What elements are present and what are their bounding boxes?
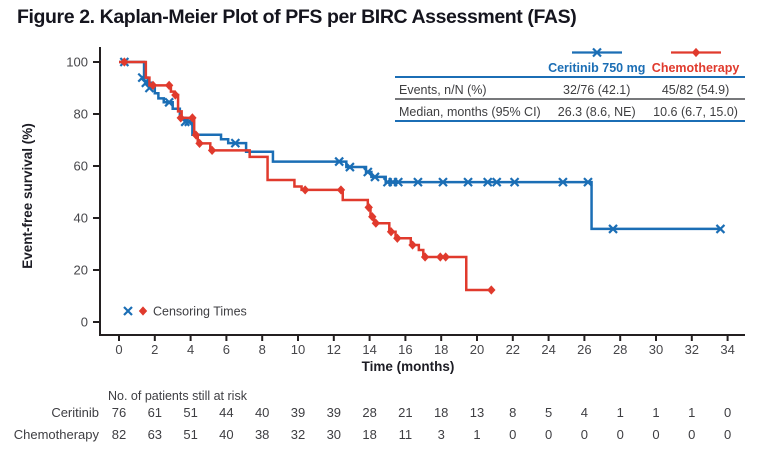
summary-header-ceritinib: Ceritinib 750 mg [548, 61, 646, 75]
censor-mark-diamond-icon [148, 80, 158, 90]
axis-spines [99, 47, 745, 336]
censoring-legend-icons [123, 306, 148, 316]
censor-mark-diamond-icon [441, 252, 450, 262]
censor-mark-diamond-icon [300, 185, 310, 195]
x-tick-label: 24 [541, 342, 555, 357]
censor-mark-x-icon [482, 177, 493, 187]
summary-glyph-ceritinib [547, 47, 646, 58]
censor-mark-diamond-icon [368, 212, 377, 222]
censoring-legend-label: Censoring Times [153, 305, 247, 319]
x-tick-label: 32 [685, 342, 699, 357]
y-tick-label: 0 [81, 315, 88, 330]
censor-mark-x-icon [164, 97, 174, 108]
censor-mark-x-icon [558, 177, 568, 187]
censor-mark-diamond-icon [138, 306, 148, 316]
summary-header-chemotherapy: Chemotherapy [651, 61, 740, 75]
y-tick-label: 100 [66, 55, 88, 70]
censor-mark-diamond-icon [364, 202, 373, 212]
censor-mark-x-icon [463, 177, 473, 187]
x-tick-label: 18 [434, 342, 448, 357]
summary-cell-ceritinib: 26.3 (8.6, NE) [557, 105, 636, 119]
censor-mark-diamond-icon [408, 240, 417, 250]
summary-rule-bottom [395, 120, 745, 122]
censor-mark-diamond-icon [691, 47, 700, 58]
censor-mark-diamond-icon [171, 90, 180, 100]
x-tick-label: 12 [327, 342, 341, 357]
x-tick-label: 30 [649, 342, 663, 357]
censor-mark-x-icon [509, 177, 520, 187]
censor-mark-x-icon [345, 162, 355, 172]
censor-mark-diamond-icon [393, 233, 402, 243]
x-tick-label: 2 [151, 342, 158, 357]
summary-header-glyph-row [395, 47, 745, 58]
censor-mark-diamond-icon [336, 185, 346, 195]
summary-rule-middle [395, 98, 745, 100]
x-axis-title: Time (months) [362, 359, 455, 374]
x-tick-label: 6 [223, 342, 230, 357]
censor-mark-diamond-icon [188, 113, 197, 123]
legend-x-line-icon [571, 47, 622, 58]
censor-mark-x-icon [583, 177, 593, 187]
censor-mark-diamond-icon [487, 285, 496, 295]
censor-mark-diamond-icon [420, 252, 430, 262]
x-tick-label: 14 [362, 342, 376, 357]
summary-data-row: Median, months (95% CI) 26.3 (8.6, NE) 10.… [395, 101, 745, 119]
censoring-legend: Censoring Times [123, 305, 247, 319]
summary-glyph-chemotherapy [646, 47, 745, 58]
y-axis-title: Event-free survival (%) [20, 123, 35, 269]
y-tick-label: 60 [74, 159, 88, 174]
x-tick-label: 0 [115, 342, 122, 357]
figure-title: Figure 2. Kaplan-Meier Plot of PFS per B… [17, 6, 577, 28]
x-tick-label: 16 [398, 342, 412, 357]
censor-mark-x-icon [715, 224, 726, 234]
summary-cell-ceritinib: 32/76 (42.1) [563, 83, 631, 97]
summary-row-label: Median, months (95% CI) [399, 105, 541, 119]
legend-diamond-line-icon [670, 47, 721, 58]
x-tick-label: 34 [720, 342, 734, 357]
censor-mark-diamond-icon [371, 218, 381, 228]
censor-mark-diamond-icon [207, 145, 217, 155]
censor-mark-diamond-icon [436, 252, 445, 262]
censor-mark-x-icon [491, 177, 502, 187]
censor-mark-x-icon [413, 177, 423, 187]
censor-mark-diamond-icon [195, 138, 204, 148]
x-tick-label: 10 [291, 342, 305, 357]
censor-mark-diamond-icon [176, 113, 185, 123]
x-tick-label: 26 [577, 342, 591, 357]
censor-mark-diamond-icon [164, 80, 174, 90]
censor-mark-x-icon [230, 138, 241, 148]
censor-mark-diamond-icon [120, 57, 129, 67]
censor-mark-diamond-icon [386, 227, 396, 237]
y-tick-label: 80 [74, 107, 88, 122]
y-tick-label: 20 [74, 263, 88, 278]
x-tick-label: 28 [613, 342, 627, 357]
censor-mark-diamond-icon [191, 130, 201, 140]
summary-cell-chemotherapy: 45/82 (54.9) [661, 83, 730, 97]
summary-rule-top [395, 76, 745, 78]
censor-mark-x-icon [608, 224, 618, 234]
summary-cell-chemotherapy: 10.6 (6.7, 15.0) [653, 105, 738, 119]
x-tick-label: 8 [259, 342, 266, 357]
survival-curves [119, 57, 726, 295]
censor-mark-x-icon [370, 172, 380, 182]
censor-mark-x-icon [438, 177, 448, 187]
censor-mark-x-icon [334, 156, 344, 167]
censor-mark-x-icon [363, 167, 373, 177]
summary-row-label: Events, n/N (%) [399, 83, 487, 97]
summary-header-row: Ceritinib 750 mg Chemotherapy [395, 58, 745, 75]
summary-data-row: Events, n/N (%) 32/76 (42.1) 45/82 (54.9) [395, 79, 745, 97]
x-tick-label: 22 [506, 342, 520, 357]
y-tick-label: 40 [74, 211, 88, 226]
summary-stats-table: Ceritinib 750 mg Chemotherapy Events, n/N … [395, 47, 745, 123]
censor-mark-x-icon [393, 177, 404, 187]
censor-mark-x-icon [591, 47, 602, 58]
series-chemotherapy [119, 57, 496, 295]
censor-mark-x-icon [123, 306, 133, 316]
x-tick-label: 20 [470, 342, 484, 357]
x-tick-label: 4 [187, 342, 194, 357]
